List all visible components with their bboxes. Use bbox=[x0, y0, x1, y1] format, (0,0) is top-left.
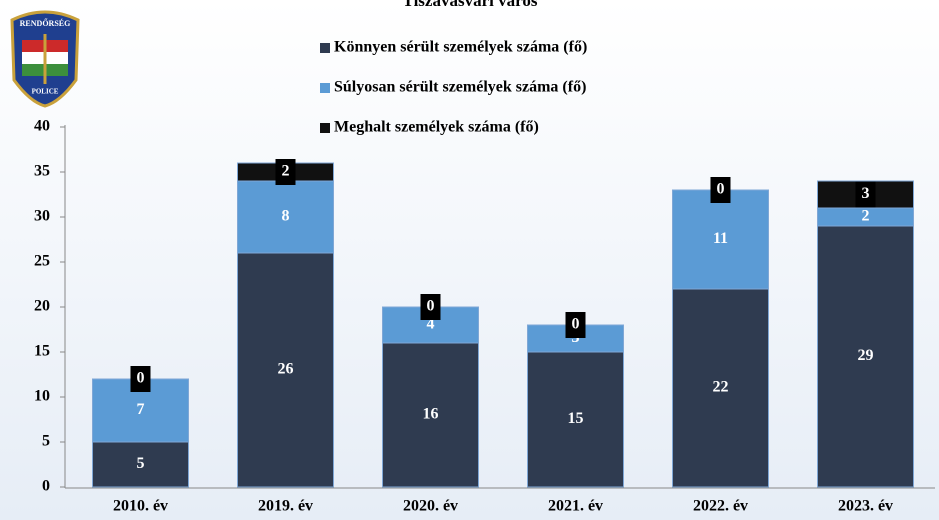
legend-swatch bbox=[320, 43, 330, 53]
value-label-box bbox=[130, 366, 151, 392]
value-label: 2 bbox=[862, 208, 870, 225]
y-tick-label: 35 bbox=[34, 163, 50, 180]
logo-bottom-text: POLICE bbox=[32, 88, 59, 96]
y-tick-label: 25 bbox=[34, 253, 50, 270]
value-label: 7 bbox=[137, 401, 145, 418]
bar-segment bbox=[672, 189, 769, 290]
x-tick-label: 2019. év bbox=[258, 498, 313, 515]
value-label: 0 bbox=[137, 370, 145, 387]
logo: RENDŐRSÉG POLICE bbox=[10, 10, 80, 108]
bar-segment bbox=[527, 351, 624, 488]
y-tick-label: 40 bbox=[34, 118, 50, 135]
legend-label: Súlyosan sérült személyek száma (fő) bbox=[334, 79, 586, 96]
x-tick-label: 2022. év bbox=[693, 498, 748, 515]
bar-segment bbox=[672, 288, 769, 488]
bar-segment bbox=[382, 342, 479, 488]
value-label: 29 bbox=[858, 347, 874, 364]
legend-swatch bbox=[320, 123, 330, 133]
y-tick-label: 10 bbox=[34, 388, 50, 405]
y-tick-label: 20 bbox=[34, 298, 50, 315]
y-tick-label: 15 bbox=[34, 343, 50, 360]
value-label: 4 bbox=[427, 316, 435, 333]
chart-title: Tiszavasvári város bbox=[403, 0, 538, 10]
value-label: 26 bbox=[278, 361, 294, 378]
value-label: 0 bbox=[717, 181, 725, 198]
value-label: 0 bbox=[572, 316, 580, 333]
legend-label: Meghalt személyek száma (fő) bbox=[334, 119, 539, 136]
x-tick-label: 2010. év bbox=[113, 498, 168, 515]
bar-segment bbox=[237, 180, 334, 254]
legend-label: Könnyen sérült személyek száma (fő) bbox=[334, 39, 587, 56]
legend-swatch bbox=[320, 83, 330, 93]
x-tick-label: 2020. év bbox=[403, 498, 458, 515]
bar-segment bbox=[92, 441, 189, 488]
value-label: 16 bbox=[423, 406, 439, 423]
value-label: 0 bbox=[427, 298, 435, 315]
value-label: 2 bbox=[282, 163, 290, 180]
value-label: 5 bbox=[137, 455, 145, 472]
y-tick-label: 5 bbox=[42, 433, 50, 450]
bar-segment bbox=[817, 225, 914, 488]
y-tick-label: 30 bbox=[34, 208, 50, 225]
value-label-box bbox=[275, 159, 296, 185]
value-label: 8 bbox=[282, 208, 290, 225]
value-label: 11 bbox=[713, 230, 728, 247]
y-tick-label: 0 bbox=[42, 478, 50, 495]
value-label-box bbox=[855, 181, 876, 208]
x-tick-label: 2021. év bbox=[548, 498, 603, 515]
logo-top-text: RENDŐRSÉG bbox=[20, 18, 71, 28]
value-label-box bbox=[565, 312, 586, 338]
x-tick-label: 2023. év bbox=[838, 498, 893, 515]
value-label: 22 bbox=[713, 379, 729, 396]
value-label: 15 bbox=[568, 410, 584, 427]
value-label-box bbox=[710, 177, 731, 203]
bar-segment bbox=[237, 252, 334, 488]
value-label-box bbox=[420, 294, 441, 320]
value-label: 3 bbox=[862, 185, 870, 202]
